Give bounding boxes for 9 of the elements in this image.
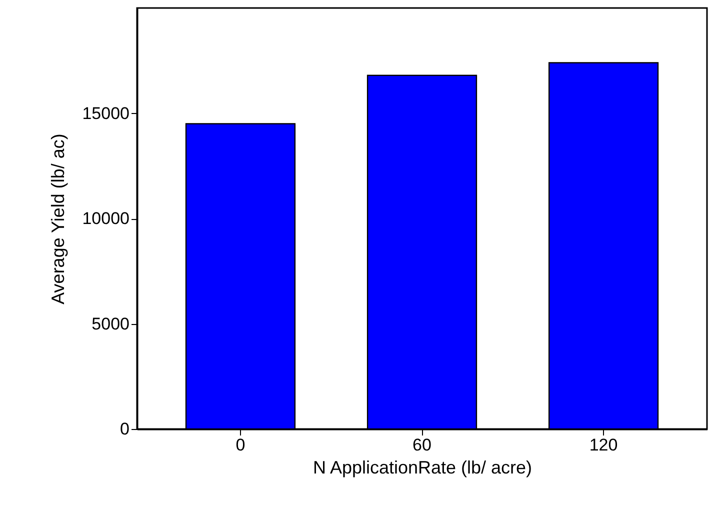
y-tick-label: 15000	[82, 104, 130, 123]
x-tick-label: 60	[412, 436, 432, 454]
y-tick-label: 5000	[92, 314, 130, 334]
x-axis-title: N ApplicationRate (lb/ acre)	[312, 458, 532, 478]
y-tick-label: 10000	[82, 209, 130, 228]
y-axis-title: Average Yield (lb/ ac)	[48, 134, 68, 304]
x-tick-label: 120	[589, 436, 618, 454]
y-tick-label: 0	[120, 420, 130, 438]
x-tick-label: 0	[236, 436, 246, 454]
